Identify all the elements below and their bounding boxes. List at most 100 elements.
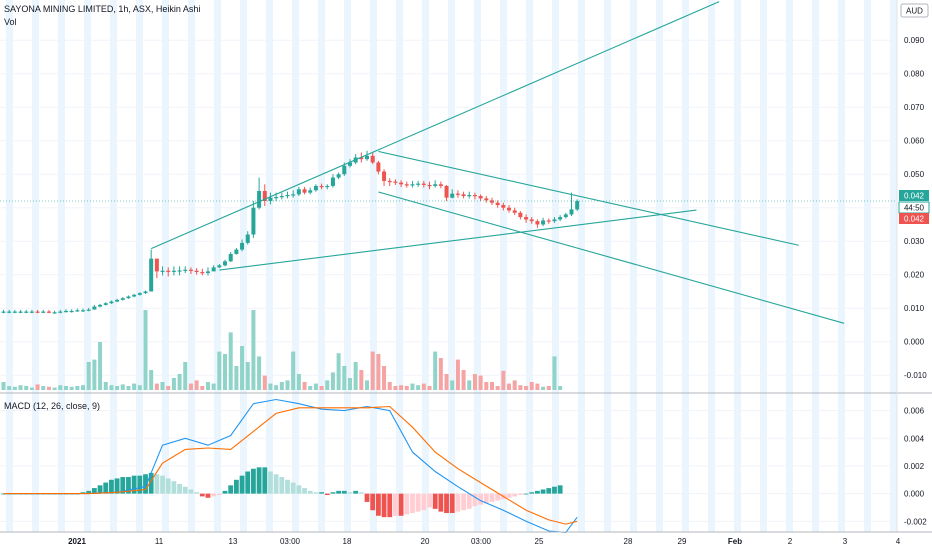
volume-bar	[387, 382, 392, 390]
volume-bar	[541, 386, 546, 390]
candle-body	[302, 189, 307, 193]
volume-bar	[188, 383, 193, 390]
time-label: 03:00	[471, 537, 492, 546]
volume-bar	[484, 382, 489, 390]
candle	[387, 178, 392, 186]
volume-bar	[234, 366, 239, 390]
session-band	[370, 0, 377, 532]
macd-histogram-bar	[114, 478, 120, 494]
candle	[58, 309, 63, 314]
macd-histogram-bar	[131, 475, 137, 494]
candle	[370, 152, 375, 165]
candle	[296, 186, 301, 196]
candle-body	[126, 296, 131, 299]
volume-bar	[251, 310, 256, 390]
candle	[467, 191, 472, 199]
volume-bar	[58, 385, 63, 390]
price-tick-label: 0.060	[904, 137, 925, 146]
currency-badge[interactable]: AUD	[900, 3, 929, 18]
candle-body	[24, 311, 29, 313]
macd-histogram-bar	[143, 474, 148, 494]
macd-histogram-bar	[256, 467, 262, 494]
candle-body	[484, 198, 489, 201]
macd-histogram-bar	[222, 490, 228, 494]
price-candles	[1, 150, 580, 314]
time-label: 2021	[68, 537, 86, 546]
session-band	[604, 0, 611, 532]
session-band	[240, 0, 247, 532]
macd-histogram-bar	[171, 481, 177, 494]
candle-body	[200, 272, 205, 274]
candle	[455, 190, 460, 198]
macd-histogram-bar	[393, 493, 398, 516]
candle-body	[205, 271, 210, 274]
volume-bar	[370, 351, 375, 390]
candle	[393, 179, 398, 185]
candle	[512, 207, 517, 216]
candle	[251, 201, 256, 238]
volume-bar	[404, 386, 409, 390]
volume-bar	[450, 380, 455, 390]
session-band	[890, 0, 897, 532]
session-band	[630, 0, 637, 532]
volume-bar	[455, 359, 460, 390]
macd-histogram-bar	[86, 490, 92, 494]
candle	[365, 150, 370, 161]
macd-histogram-bar	[449, 493, 455, 514]
candle-body	[262, 190, 267, 202]
volume-bar	[472, 374, 477, 390]
volume-bar	[512, 380, 517, 390]
volume-bars	[1, 310, 563, 390]
volume-bar	[228, 332, 233, 390]
volume-bar	[81, 385, 86, 390]
macd-histogram-bar	[290, 482, 296, 494]
volume-bar	[399, 385, 404, 390]
volume-bar	[41, 386, 46, 390]
macd-histogram-bar	[432, 493, 438, 509]
macd-histogram-bar	[347, 492, 353, 494]
candle-body	[524, 217, 529, 220]
macd-histogram-bar	[404, 493, 410, 515]
volume-bar	[262, 375, 267, 390]
volume-bar	[160, 382, 165, 390]
macd-legend-label[interactable]: MACD (12, 26, close, 9)	[4, 401, 101, 411]
candle	[558, 215, 563, 222]
volume-bar	[495, 386, 500, 390]
macd-tick-label: -0.002	[904, 517, 927, 526]
time-axis-labels: 2021 11 13 03:00 18 20 03:00 25 28 29 Feb 2 3 4	[68, 537, 901, 546]
trendline	[219, 209, 697, 271]
candle-body	[279, 196, 284, 198]
macd-histogram-bar	[415, 493, 421, 512]
candle-body	[546, 220, 551, 222]
volume-legend-label[interactable]: Vol	[4, 17, 17, 27]
candle	[319, 183, 324, 190]
volume-bar	[245, 362, 250, 390]
candle	[376, 160, 381, 175]
candle	[18, 309, 23, 314]
candle-body	[575, 201, 580, 210]
candle-body	[558, 217, 563, 220]
candle	[433, 180, 438, 188]
candle-body	[467, 194, 472, 197]
volume-bar	[109, 385, 114, 390]
candle	[137, 292, 142, 296]
candle-body	[109, 301, 114, 304]
last-price-tag: 0.042	[899, 190, 929, 201]
candle	[228, 251, 233, 263]
symbol-title[interactable]: SAYONA MINING LIMITED, 1h, ASX, Heikin A…	[4, 4, 201, 14]
volume-bar	[132, 383, 137, 390]
candle-body	[382, 171, 387, 181]
grid-lines	[0, 39, 897, 522]
trendlines	[0, 1, 897, 324]
macd-histogram-bar	[245, 471, 251, 494]
candle	[188, 267, 193, 275]
macd-histogram-bar	[182, 486, 188, 494]
candle-body	[223, 261, 228, 266]
session-band	[448, 0, 455, 532]
candle-body	[103, 303, 108, 305]
candle	[166, 267, 171, 277]
candle	[569, 192, 574, 217]
candle	[472, 192, 477, 200]
volume-bar	[347, 378, 352, 390]
